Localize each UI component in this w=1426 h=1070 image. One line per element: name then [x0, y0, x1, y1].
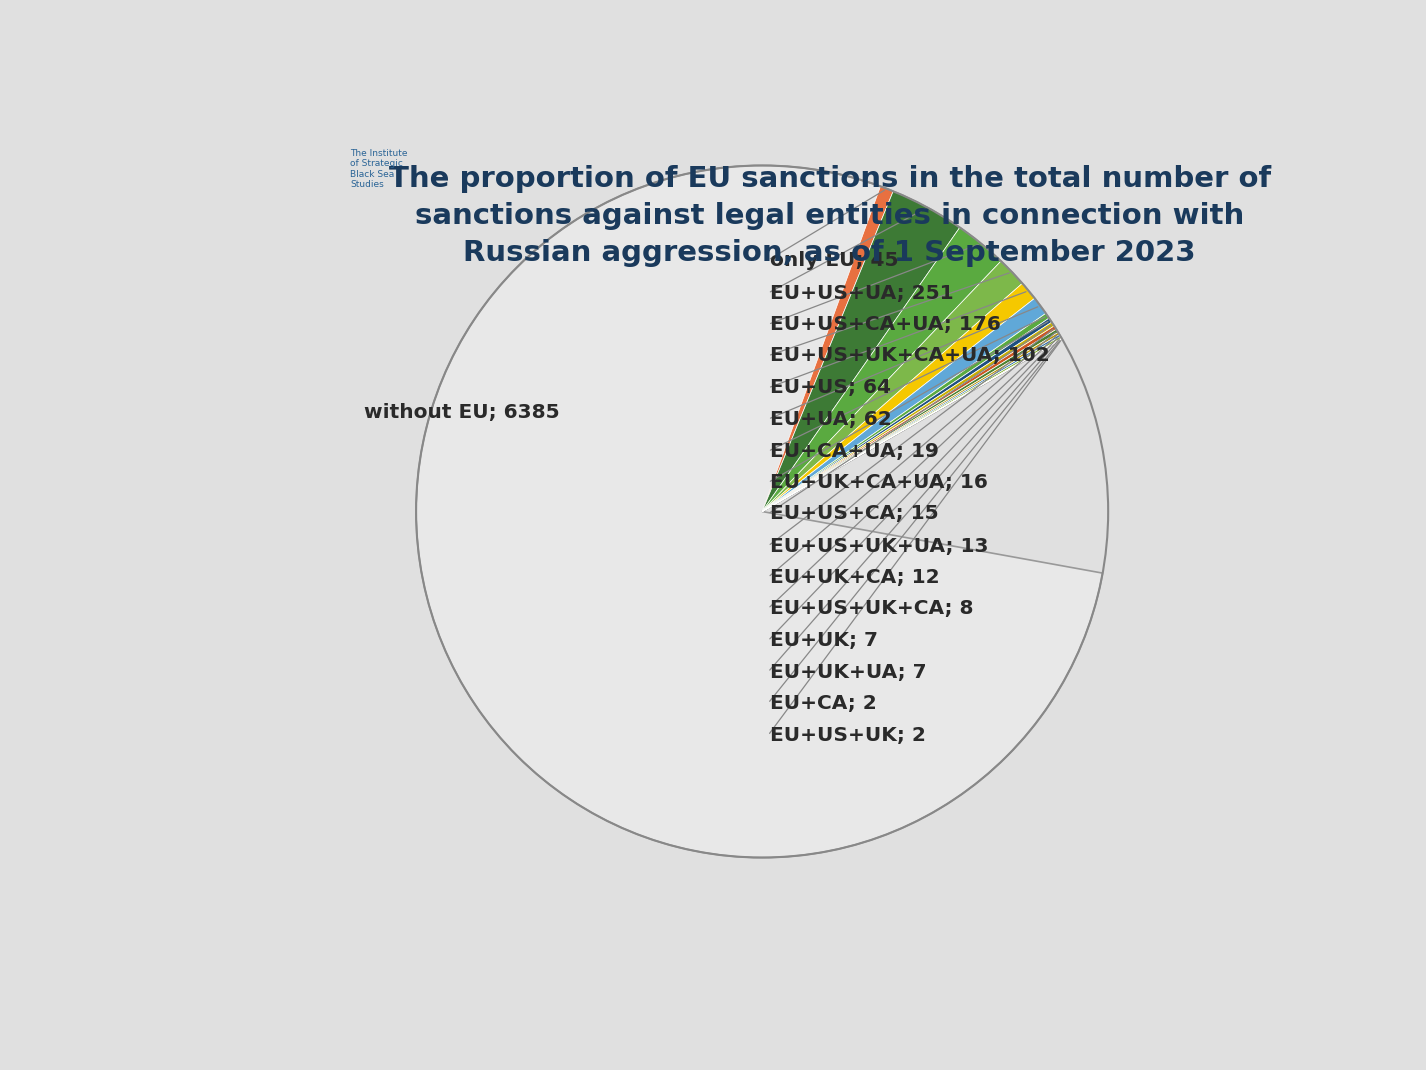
Wedge shape: [761, 333, 1060, 511]
Text: EU+US+UA; 251: EU+US+UA; 251: [770, 284, 954, 303]
Text: The Institute
of Strategic
Black Sea
Studies: The Institute of Strategic Black Sea Stu…: [351, 149, 408, 189]
Wedge shape: [761, 335, 1061, 511]
Text: EU+US+CA; 15: EU+US+CA; 15: [770, 504, 938, 523]
Text: The proportion of EU sanctions in the total number of
sanctions against legal en: The proportion of EU sanctions in the to…: [389, 166, 1271, 268]
Wedge shape: [761, 338, 1062, 511]
Wedge shape: [761, 186, 893, 511]
Text: EU+US+UK+CA; 8: EU+US+UK+CA; 8: [770, 599, 974, 618]
Wedge shape: [761, 261, 1022, 511]
Text: EU+UK+CA+UA; 16: EU+UK+CA+UA; 16: [770, 473, 988, 492]
Wedge shape: [761, 318, 1052, 511]
Wedge shape: [761, 338, 1062, 511]
Text: only EU; 45: only EU; 45: [770, 250, 898, 270]
Text: without EU; 6385: without EU; 6385: [364, 403, 560, 423]
Text: EU+UK+CA; 12: EU+UK+CA; 12: [770, 568, 940, 587]
Wedge shape: [761, 228, 1001, 511]
Text: EU+CA; 2: EU+CA; 2: [770, 694, 877, 713]
Wedge shape: [761, 192, 960, 511]
Wedge shape: [761, 299, 1045, 511]
Text: EU+US+UK; 2: EU+US+UK; 2: [770, 727, 927, 745]
Wedge shape: [761, 314, 1050, 511]
Text: EU+US+CA+UA; 176: EU+US+CA+UA; 176: [770, 315, 1001, 334]
Wedge shape: [761, 336, 1061, 511]
Wedge shape: [761, 284, 1035, 511]
Wedge shape: [761, 322, 1054, 511]
Text: EU+UK+UA; 7: EU+UK+UA; 7: [770, 662, 927, 682]
Wedge shape: [416, 166, 1102, 857]
Text: EU+US; 64: EU+US; 64: [770, 379, 891, 397]
Text: EU+US+UK+CA+UA; 102: EU+US+UK+CA+UA; 102: [770, 347, 1050, 365]
Wedge shape: [761, 326, 1057, 511]
Text: EU+US+UK+UA; 13: EU+US+UK+UA; 13: [770, 537, 988, 555]
Wedge shape: [761, 330, 1058, 511]
Text: EU+UK; 7: EU+UK; 7: [770, 631, 878, 651]
Text: EU+CA+UA; 19: EU+CA+UA; 19: [770, 442, 940, 461]
Text: EU+UA; 62: EU+UA; 62: [770, 410, 893, 429]
